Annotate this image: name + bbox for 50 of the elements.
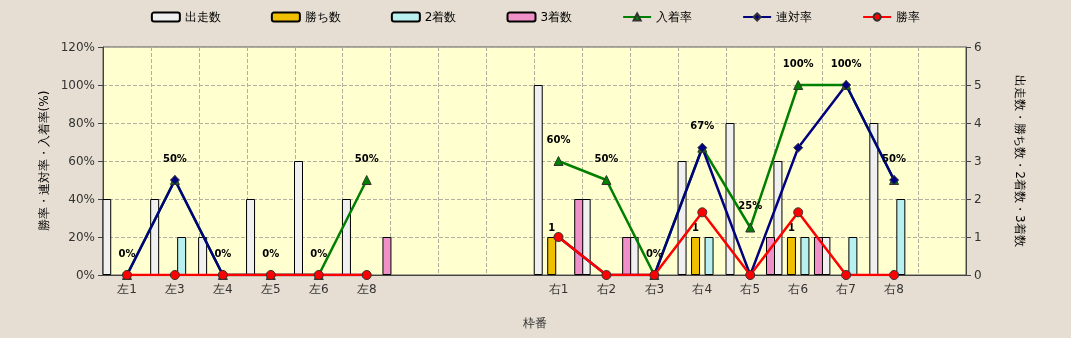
data-label: 1	[548, 221, 556, 233]
data-label: 100%	[782, 57, 814, 69]
legend-label: 出走数	[184, 10, 221, 24]
x-tick-label: 右4	[692, 282, 713, 296]
y-tick-label: 100%	[60, 78, 95, 92]
y2-tick-label: 5	[974, 78, 982, 92]
data-label: 67%	[690, 120, 715, 132]
data-label: 0%	[262, 247, 280, 259]
legend-label: 3着数	[540, 10, 573, 24]
legend-label: 勝率	[896, 10, 921, 24]
x-tick-label: 左1	[117, 282, 137, 296]
y2-tick-label: 1	[974, 230, 982, 244]
legend-label: 連対率	[776, 10, 813, 24]
data-label: 100%	[830, 57, 862, 69]
x-tick-label: 左4	[213, 282, 233, 296]
data-label: 0%	[310, 247, 328, 259]
y-tick-label: 80%	[68, 116, 95, 130]
x-tick-label: 左5	[260, 282, 281, 296]
legend-label: 勝ち数	[304, 10, 341, 24]
data-label: 0%	[214, 247, 232, 259]
data-label: 50%	[354, 152, 379, 164]
data-label: 50%	[162, 152, 187, 164]
x-tick-label: 右5	[740, 282, 761, 296]
x-tick-label: 右3	[644, 282, 665, 296]
data-label: 0%	[118, 247, 136, 259]
y2-axis-title: 出走数・勝ち数・2着数・3着数	[1013, 75, 1027, 247]
y2-tick-label: 4	[974, 116, 982, 130]
x-tick-label: 右2	[596, 282, 617, 296]
y-tick-label: 0%	[75, 268, 95, 282]
legend-label: 入着率	[656, 10, 693, 24]
x-tick-label: 右8	[884, 282, 904, 296]
y2-tick-label: 6	[974, 40, 982, 54]
y2-tick-label: 3	[974, 154, 982, 168]
y-tick-label: 40%	[68, 192, 95, 206]
y-tick-label: 120%	[60, 40, 95, 54]
x-tick-label: 左3	[165, 282, 185, 296]
x-tick-label: 左6	[308, 282, 329, 296]
data-label: 50%	[594, 152, 619, 164]
x-tick-label: 右7	[836, 282, 856, 296]
legend-label: 2着数	[424, 10, 457, 24]
data-label: 60%	[546, 133, 571, 145]
y2-tick-label: 0	[974, 268, 982, 282]
x-tick-label: 左8	[356, 282, 377, 296]
x-tick-label: 右1	[548, 282, 569, 296]
y-axis-title: 勝率・連対率・入着率(%)	[36, 90, 51, 232]
x-axis-title: 枠番	[521, 316, 547, 330]
y-tick-label: 60%	[68, 154, 95, 168]
y-tick-label: 20%	[68, 230, 95, 244]
y2-tick-label: 2	[974, 192, 982, 206]
x-tick-label: 右6	[788, 282, 809, 296]
